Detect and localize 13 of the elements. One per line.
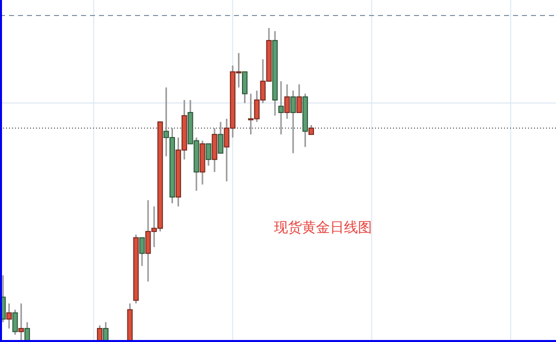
candlestick [242, 71, 248, 104]
candlestick [218, 121, 224, 154]
candlestick [290, 90, 296, 154]
candlestick [278, 80, 284, 136]
candlestick [308, 124, 314, 136]
candlestick [18, 302, 24, 342]
candlestick [206, 143, 212, 166]
annotation: 现货黄金日线图 [274, 220, 372, 236]
candlestick [12, 308, 18, 336]
candlestick [284, 84, 290, 120]
candlestick [296, 84, 302, 114]
candlestick [6, 302, 12, 330]
candlestick [139, 236, 145, 267]
